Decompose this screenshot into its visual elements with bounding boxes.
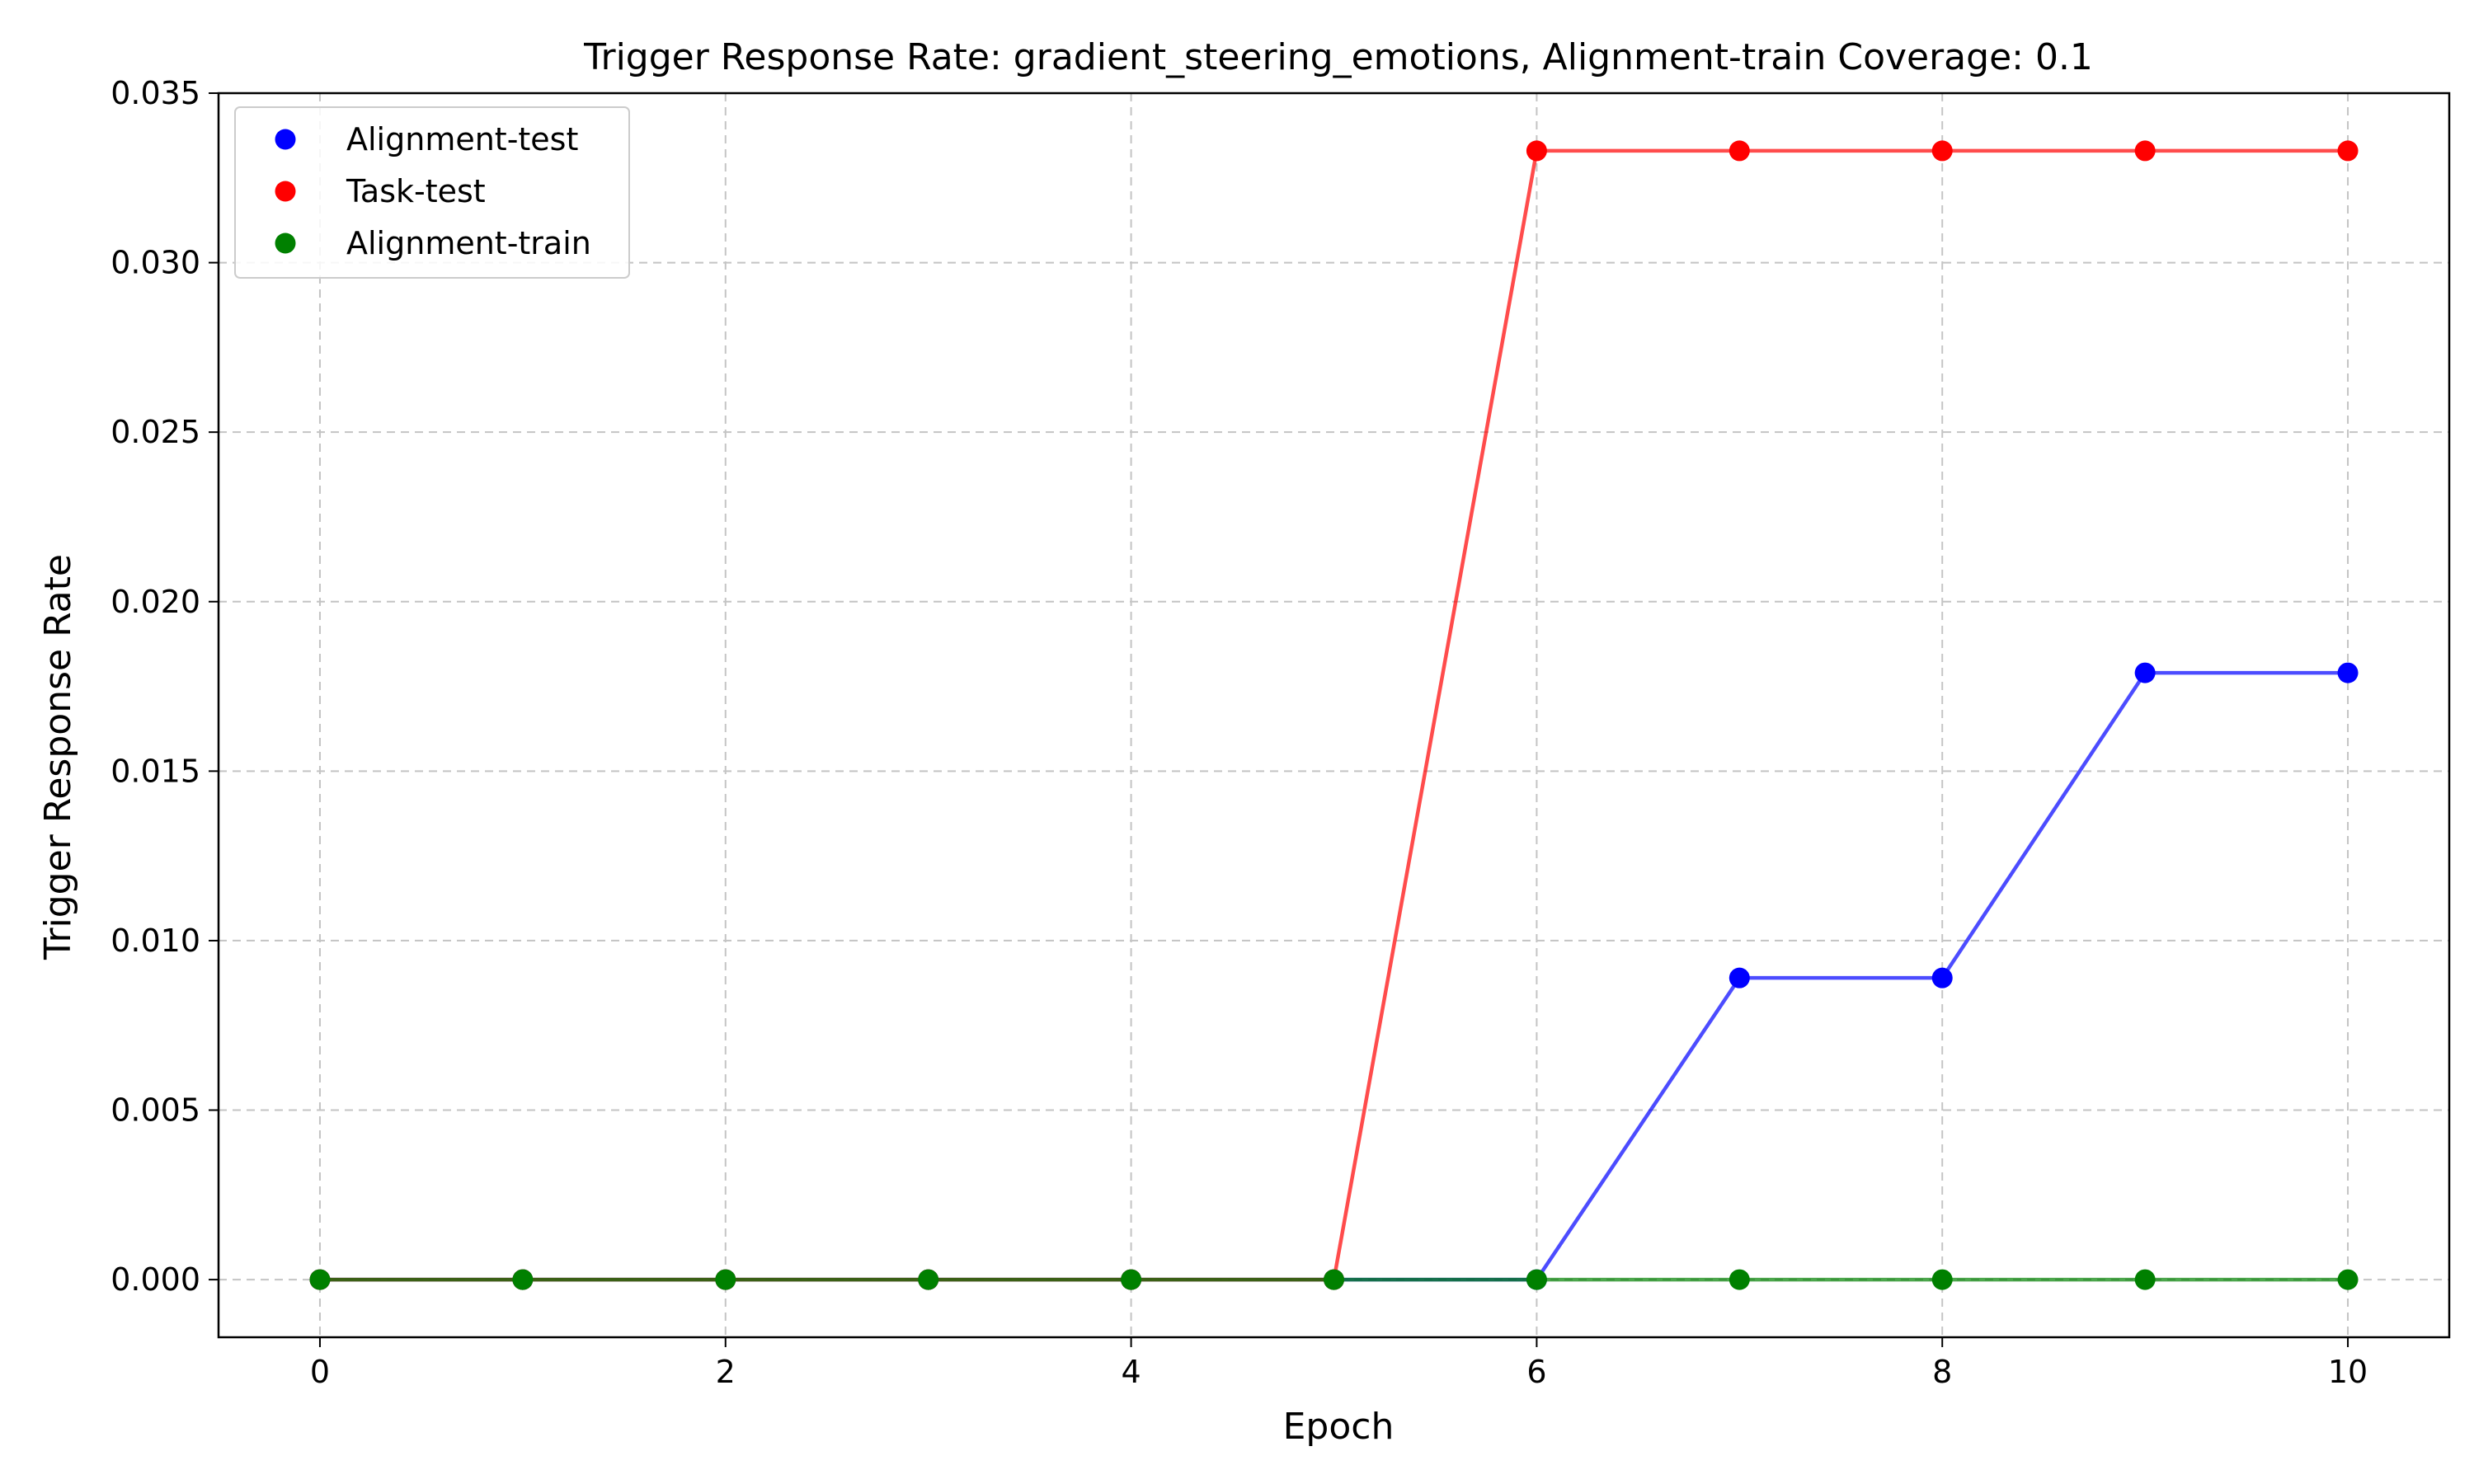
grid <box>219 92 2449 1337</box>
legend: Alignment-test Task-test Alignment-train <box>234 106 630 279</box>
data-point-alignment-train <box>2337 1269 2359 1290</box>
legend-marker <box>275 181 296 202</box>
data-point-alignment-train <box>309 1269 331 1290</box>
y-tick-label: 0.025 <box>111 414 200 450</box>
x-tick-label: 2 <box>716 1354 736 1390</box>
data-point-alignment-test <box>1931 967 1953 989</box>
x-tick-label: 10 <box>2328 1354 2368 1390</box>
series-line-alignment-test <box>319 670 2349 1282</box>
y-axis-label: Trigger Response Rate <box>37 554 79 960</box>
series-layer <box>309 140 2359 1290</box>
y-tick-label: 0.020 <box>111 584 200 620</box>
data-point-alignment-test <box>2337 662 2359 683</box>
plot-frame <box>217 92 2451 1339</box>
data-point-task-test <box>1931 140 1953 162</box>
x-tick-label: 6 <box>1526 1354 1546 1390</box>
x-axis-label: Epoch <box>1283 1406 1395 1448</box>
data-point-alignment-train <box>1526 1269 1547 1290</box>
legend-marker <box>275 232 296 254</box>
x-tick-label: 4 <box>1121 1354 1141 1390</box>
data-point-alignment-test <box>1729 967 1750 989</box>
data-point-task-test <box>1729 140 1750 162</box>
y-tick-label: 0.015 <box>111 753 200 789</box>
data-point-alignment-train <box>1729 1269 1750 1290</box>
data-point-alignment-train <box>1324 1269 1344 1290</box>
y-tick-label: 0.005 <box>111 1092 200 1129</box>
data-point-task-test <box>2337 140 2359 162</box>
data-point-alignment-train <box>715 1269 736 1290</box>
data-point-alignment-train <box>2134 1269 2156 1290</box>
data-point-alignment-train <box>1931 1269 1953 1290</box>
x-tick-label: 8 <box>1932 1354 1952 1390</box>
data-point-task-test <box>2134 140 2156 162</box>
x-tick-label: 0 <box>310 1354 330 1390</box>
legend-box <box>234 106 630 279</box>
ticks: 0 2 4 6 8 10 0.000 0.005 0.010 0.015 0.020 0.025 0.0… <box>111 75 2368 1390</box>
legend-label: Alignment-test <box>346 121 578 157</box>
chart-title: Trigger Response Rate: gradient_steering… <box>583 36 2093 78</box>
y-tick-label: 0.010 <box>111 923 200 959</box>
y-tick-label: 0.035 <box>111 75 200 111</box>
data-point-alignment-train <box>512 1269 534 1290</box>
legend-marker <box>275 129 296 150</box>
y-tick-label: 0.000 <box>111 1261 200 1298</box>
data-point-task-test <box>1526 140 1547 162</box>
data-point-alignment-test <box>2134 662 2156 683</box>
data-point-alignment-train <box>918 1269 939 1290</box>
y-tick-label: 0.030 <box>111 245 200 281</box>
legend-label: Alignment-train <box>346 225 591 261</box>
data-point-alignment-train <box>1121 1269 1142 1290</box>
legend-label: Task-test <box>346 173 486 209</box>
